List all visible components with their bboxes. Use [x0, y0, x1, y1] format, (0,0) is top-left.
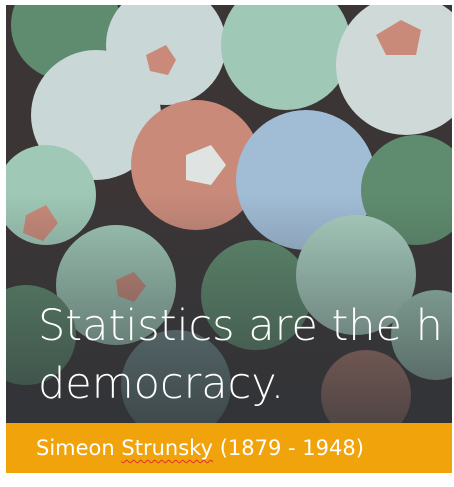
attribution-bar: Simeon Strunsky (1879 - 1948) [6, 423, 452, 473]
last-name: Strunsky [121, 436, 213, 460]
quote-line: democracy. [38, 363, 284, 406]
first-name: Simeon [36, 436, 115, 460]
years: (1879 - 1948) [220, 436, 364, 460]
attribution: Simeon Strunsky (1879 - 1948) [36, 436, 364, 460]
page: Statistics are the h democracy. Simeon S… [0, 0, 454, 487]
quote-line: Statistics are the h [38, 305, 443, 348]
slide: Statistics are the h democracy. Simeon S… [6, 5, 452, 473]
